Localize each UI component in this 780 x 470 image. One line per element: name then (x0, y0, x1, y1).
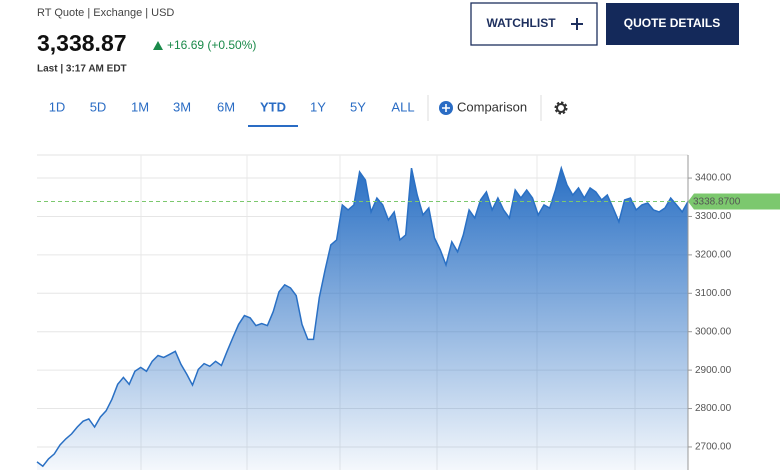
y-tick-label: 2800.00 (695, 403, 732, 414)
tab[interactable]: 5D (90, 99, 107, 114)
y-tick-label: 2900.00 (695, 365, 732, 376)
plot: 2700.00 2800.00 2900.00 3000.00 3100.00 3200.… (36, 165, 780, 470)
y-tick-label: 3000.00 (695, 326, 732, 337)
quote-details-button[interactable] (606, 3, 739, 45)
tab[interactable]: ALL (391, 99, 414, 114)
quote-details-label: QUOTE DETAILS (624, 16, 720, 30)
tab[interactable]: 1D (49, 99, 66, 114)
last-price-tag (688, 193, 780, 210)
area-fill (37, 168, 688, 470)
tab[interactable]: 6M (217, 99, 235, 114)
y-tick-label: 3400.00 (695, 173, 732, 184)
watchlist-label: WATCHLIST (486, 16, 556, 30)
tabs: 1D 5D 1M 3M 6M YTD 1Y 5Y ALL (49, 99, 415, 127)
last-price-label: 3338.8700 (693, 197, 741, 208)
comparison-plus (442, 104, 450, 112)
price-line (36, 165, 689, 468)
plus-icon (571, 18, 583, 30)
tab[interactable]: 5Y (350, 99, 366, 114)
y-tick-label: 3200.00 (695, 250, 732, 261)
y-tick-label: 3100.00 (695, 288, 732, 299)
quote-source: RT Quote | Exchange | USD (37, 7, 174, 19)
up-arrow (153, 41, 163, 50)
price: 3,338.87 (37, 30, 127, 56)
tab[interactable]: 1M (131, 99, 149, 114)
tab[interactable]: 1Y (310, 99, 326, 114)
tab[interactable]: 3M (173, 99, 191, 114)
tab[interactable]: YTD (260, 99, 286, 114)
y-tick-label: 2700.00 (695, 442, 732, 453)
last-time: Last | 3:17 AM EDT (37, 64, 127, 75)
price-change: +16.69 (+0.50%) (167, 38, 256, 52)
settings-icon[interactable] (554, 101, 568, 115)
comparison-label[interactable]: Comparison (457, 99, 527, 114)
y-tick-label: 3300.00 (695, 211, 732, 222)
